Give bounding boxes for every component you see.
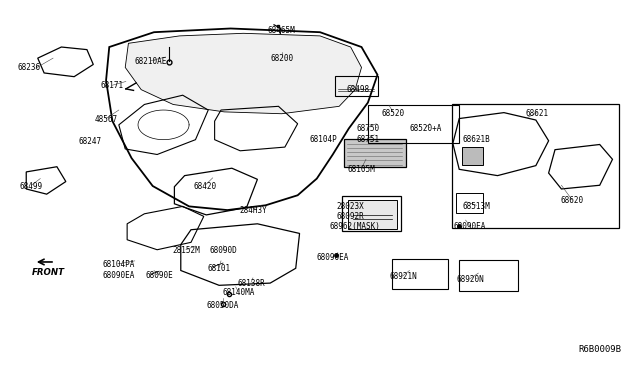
Text: 68092R: 68092R <box>337 212 365 221</box>
Text: 68200: 68200 <box>270 54 293 62</box>
Text: 28023X: 28023X <box>337 202 365 211</box>
Text: 68090D: 68090D <box>209 246 237 255</box>
Text: 68050DA: 68050DA <box>207 301 239 310</box>
Text: 68499: 68499 <box>20 182 43 190</box>
Text: 68465M: 68465M <box>268 26 296 35</box>
Text: 68420: 68420 <box>193 182 216 190</box>
Text: 68138R: 68138R <box>237 279 265 288</box>
Text: 68962(MASK): 68962(MASK) <box>330 221 381 231</box>
Text: 68210AE: 68210AE <box>134 57 167 66</box>
Text: 68105M: 68105M <box>348 165 376 174</box>
Text: 48567: 48567 <box>95 115 118 124</box>
Text: 68520+A: 68520+A <box>409 124 442 133</box>
FancyBboxPatch shape <box>462 147 483 164</box>
Text: 68090EA: 68090EA <box>102 271 135 280</box>
Text: 284H3Y: 284H3Y <box>239 206 267 215</box>
Text: 68750: 68750 <box>356 124 380 133</box>
Text: 68104P: 68104P <box>309 135 337 144</box>
Text: 68104PA: 68104PA <box>102 260 135 269</box>
Text: 68090EA: 68090EA <box>454 222 486 231</box>
FancyBboxPatch shape <box>344 139 406 167</box>
Text: 68520: 68520 <box>382 109 405 118</box>
Text: 68171: 68171 <box>101 81 124 90</box>
Text: 28152M: 28152M <box>172 246 200 255</box>
Text: 68513M: 68513M <box>463 202 490 211</box>
Text: 68247: 68247 <box>79 137 102 146</box>
Text: R6B0009B: R6B0009B <box>579 344 621 353</box>
Text: 68140MA: 68140MA <box>222 288 255 297</box>
Polygon shape <box>125 33 362 114</box>
Text: 68920N: 68920N <box>456 275 484 284</box>
Text: 68751: 68751 <box>356 135 380 144</box>
Text: 68621B: 68621B <box>463 135 490 144</box>
Text: 68621: 68621 <box>525 109 548 118</box>
Text: 68620: 68620 <box>561 196 584 205</box>
Text: FRONT: FRONT <box>31 268 65 277</box>
Text: 68101: 68101 <box>207 264 230 273</box>
FancyBboxPatch shape <box>348 200 397 229</box>
Text: 68921N: 68921N <box>389 272 417 281</box>
Text: 68090E: 68090E <box>145 271 173 280</box>
Text: 68090EA: 68090EA <box>317 253 349 262</box>
Text: 68236: 68236 <box>18 63 41 72</box>
Text: 68498: 68498 <box>347 85 370 94</box>
